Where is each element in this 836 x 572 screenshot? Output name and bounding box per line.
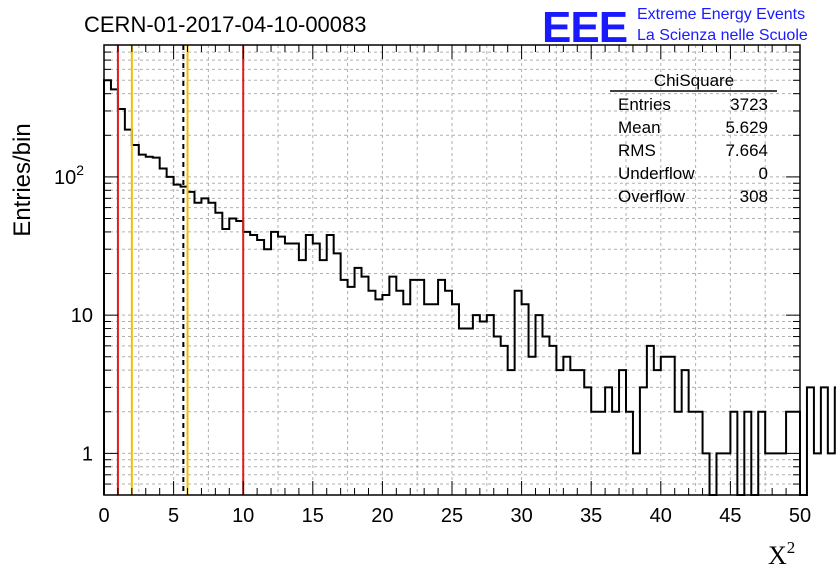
stats-value-entries: 3723 bbox=[730, 95, 768, 114]
stats-label-rms: RMS bbox=[618, 141, 656, 160]
y-tick-label-base: 10 bbox=[71, 305, 93, 327]
stats-title: ChiSquare bbox=[654, 71, 734, 90]
x-tick-label: 35 bbox=[580, 505, 602, 527]
stats-box: ChiSquare Entries 3723 Mean 5.629 RMS 7.… bbox=[610, 71, 777, 206]
eee-logo: EEE bbox=[542, 3, 627, 52]
stats-value-underflow: 0 bbox=[759, 164, 768, 183]
logo-line-1: Extreme Energy Events bbox=[637, 6, 805, 23]
x-tick-label: 40 bbox=[650, 505, 672, 527]
x-tick-label: 50 bbox=[789, 505, 811, 527]
stats-label-overflow: Overflow bbox=[618, 187, 686, 206]
y-axis-label: Entries/bin bbox=[9, 123, 36, 236]
x-tick-label: 5 bbox=[168, 505, 179, 527]
stats-label-underflow: Underflow bbox=[618, 164, 695, 183]
y-tick-label: 10 bbox=[71, 305, 93, 327]
x-tick-label: 30 bbox=[510, 505, 532, 527]
axis-ticks bbox=[103, 44, 801, 496]
stats-value-mean: 5.629 bbox=[725, 118, 768, 137]
x-axis-label-sup: 2 bbox=[787, 538, 796, 557]
x-tick-label: 25 bbox=[441, 505, 463, 527]
cut-lines bbox=[116, 45, 245, 495]
x-tick-label: 20 bbox=[371, 505, 393, 527]
stats-value-rms: 7.664 bbox=[725, 141, 768, 160]
x-tick-label: 10 bbox=[232, 505, 254, 527]
y-tick-label-base: 1 bbox=[82, 443, 93, 465]
x-tick-label: 45 bbox=[719, 505, 741, 527]
y-tick-label-base: 10 bbox=[54, 167, 76, 189]
y-tick-label: 1 bbox=[82, 443, 93, 465]
stats-value-overflow: 308 bbox=[740, 187, 768, 206]
grid bbox=[104, 44, 800, 496]
x-tick-label: 15 bbox=[302, 505, 324, 527]
stats-label-entries: Entries bbox=[618, 95, 671, 114]
y-tick-label: 102 bbox=[54, 162, 84, 189]
x-tick-label: 0 bbox=[98, 505, 109, 527]
y-tick-label-sup: 2 bbox=[76, 162, 84, 178]
x-axis-label-base: X bbox=[768, 541, 787, 570]
x-axis-label: X2 bbox=[768, 538, 795, 570]
logo-line-2: La Scienza nelle Scuole bbox=[637, 27, 808, 44]
plot-title: CERN-01-2017-04-10-00083 bbox=[84, 12, 367, 37]
stats-label-mean: Mean bbox=[618, 118, 661, 137]
